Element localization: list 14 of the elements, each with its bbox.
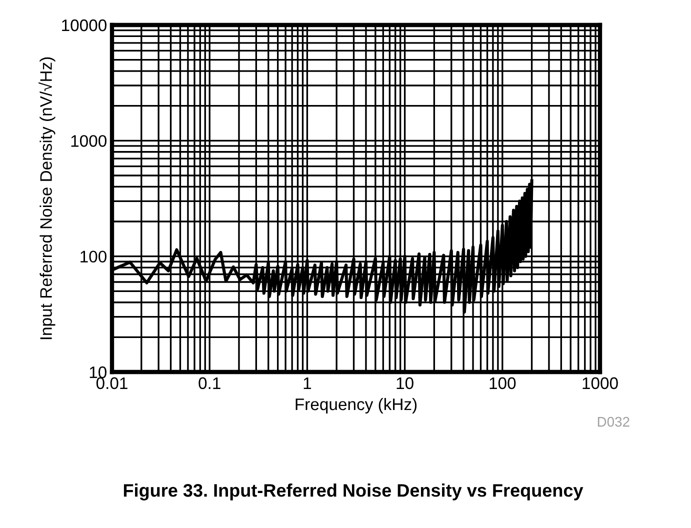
y-tick-label: 1000 — [71, 135, 106, 147]
x-tick-label: 1000 — [582, 377, 618, 390]
y-tick-label: 10 — [90, 366, 106, 378]
x-tick-label: 1 — [304, 377, 312, 389]
x-tick-label: 10 — [396, 377, 414, 390]
x-axis-title: Frequency (kHz) — [296, 398, 417, 414]
text: D032 — [598, 416, 630, 427]
y-axis-title: Input Referred Noise Density (nV/√Hz) — [38, 57, 56, 340]
x-tick-label: 0.01 — [96, 377, 128, 390]
caption: Figure 33. Input-Referred Noise Density vs Frequency — [124, 484, 584, 500]
y-tick-label: 100 — [80, 250, 106, 263]
x-tick-label: 0.1 — [198, 377, 220, 390]
y-tick-label: 10000 — [62, 19, 106, 32]
x-tick-label: 100 — [490, 377, 516, 390]
